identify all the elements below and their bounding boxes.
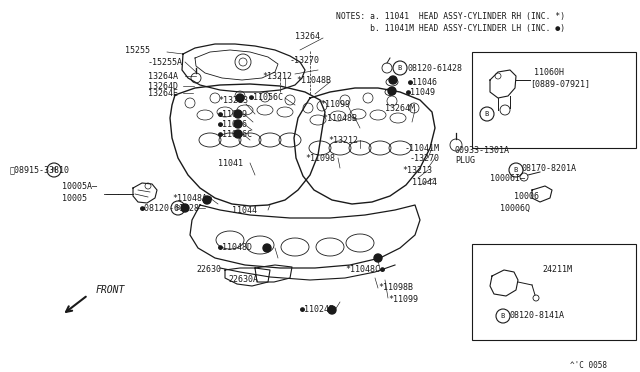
Circle shape [389, 76, 397, 84]
Circle shape [328, 306, 336, 314]
Text: *13213: *13213 [402, 166, 432, 174]
Text: [0889-07921]: [0889-07921] [530, 80, 590, 89]
Circle shape [388, 87, 396, 95]
Text: ●11046: ●11046 [408, 77, 438, 87]
Text: 11041: 11041 [218, 158, 243, 167]
Circle shape [234, 130, 242, 138]
Text: *13212: *13212 [328, 135, 358, 144]
Text: NOTES: a. 11041  HEAD ASSY-CYLINDER RH (INC. *): NOTES: a. 11041 HEAD ASSY-CYLINDER RH (I… [336, 12, 565, 20]
Text: 10006I—: 10006I— [490, 173, 525, 183]
Text: 11044: 11044 [232, 205, 257, 215]
Text: ^'C 0058: ^'C 0058 [570, 360, 607, 369]
Text: 10005A—: 10005A— [62, 182, 97, 190]
Text: 11060H: 11060H [534, 67, 564, 77]
Text: *11099: *11099 [320, 99, 350, 109]
Text: B: B [398, 65, 402, 71]
Bar [472, 244, 636, 340]
Text: ●11059: ●11059 [218, 109, 248, 119]
Text: B: B [176, 205, 180, 211]
Text: -13270: -13270 [410, 154, 440, 163]
Text: ●11048D: ●11048D [218, 244, 253, 253]
Text: 15255: 15255 [125, 45, 150, 55]
Text: ⓜ08915-33810: ⓜ08915-33810 [10, 166, 70, 174]
Text: *11048B: *11048B [296, 76, 331, 84]
Text: ●11024B: ●11024B [300, 305, 335, 314]
Text: 08120-8141A: 08120-8141A [510, 311, 565, 321]
Text: 10006Q: 10006Q [500, 203, 530, 212]
Text: 24211M: 24211M [542, 266, 572, 275]
Circle shape [236, 94, 244, 102]
Text: *11048A●: *11048A● [172, 193, 212, 202]
Text: *13212: *13212 [262, 71, 292, 80]
Circle shape [374, 254, 382, 262]
Text: 13264A: 13264A [148, 71, 178, 80]
Text: 13264: 13264 [295, 32, 320, 41]
Text: ●08120-61628: ●08120-61628 [140, 203, 200, 212]
Bar [472, 52, 636, 148]
Text: 08120-61428: 08120-61428 [408, 64, 463, 73]
Text: 13264E: 13264E [148, 89, 178, 97]
Text: -15255A: -15255A [148, 58, 183, 67]
Text: ●11056C: ●11056C [249, 93, 284, 102]
Text: 22630: 22630 [196, 266, 221, 275]
Text: b. 11041M HEAD ASSY-CYLINDER LH (INC. ●): b. 11041M HEAD ASSY-CYLINDER LH (INC. ●) [336, 23, 565, 32]
Text: 13264M: 13264M [385, 103, 415, 112]
Text: 00933-1301A: 00933-1301A [455, 145, 510, 154]
Circle shape [234, 110, 242, 118]
Text: *11048B: *11048B [322, 113, 357, 122]
Text: 10005: 10005 [62, 193, 87, 202]
Text: *13213: *13213 [218, 96, 248, 105]
Text: PLUG: PLUG [455, 155, 475, 164]
Text: 10006: 10006 [514, 192, 539, 201]
Circle shape [234, 120, 242, 128]
Text: *11048C●: *11048C● [345, 266, 385, 275]
Text: 08170-8201A: 08170-8201A [522, 164, 577, 173]
Text: *11098B: *11098B [378, 283, 413, 292]
Text: 22630A: 22630A [228, 276, 258, 285]
Text: 13264D: 13264D [148, 81, 178, 90]
Text: ●11056C: ●11056C [218, 129, 253, 138]
Text: M: M [52, 167, 56, 173]
Circle shape [263, 244, 271, 252]
Text: B: B [485, 111, 489, 117]
Circle shape [181, 204, 189, 212]
Text: *11098: *11098 [305, 154, 335, 163]
Text: ●11056: ●11056 [218, 119, 248, 128]
Text: 11044: 11044 [412, 177, 437, 186]
Text: FRONT: FRONT [96, 285, 125, 295]
Text: B: B [514, 167, 518, 173]
Text: -13270: -13270 [290, 55, 320, 64]
Text: B: B [501, 313, 505, 319]
Text: ●11049: ●11049 [406, 87, 436, 96]
Text: -11041M: -11041M [405, 144, 440, 153]
Circle shape [203, 196, 211, 204]
Text: *11099: *11099 [388, 295, 418, 305]
